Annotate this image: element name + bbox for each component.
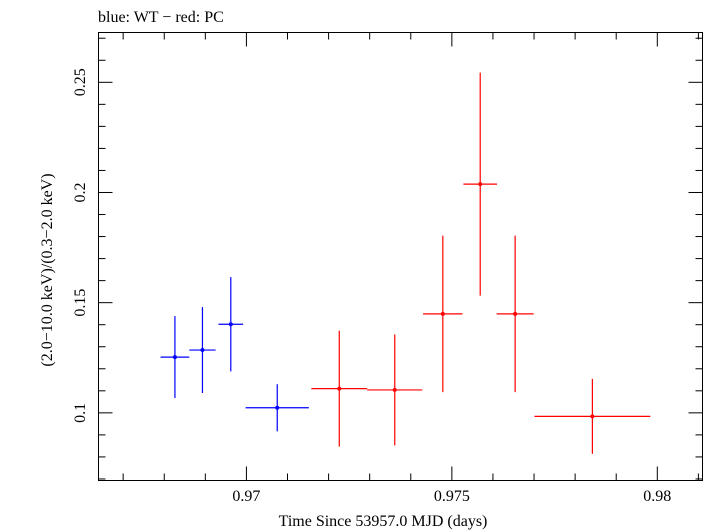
y-axis-label: (2.0−10.0 keV)/(0.3−2.0 keV) (39, 173, 56, 366)
plot-frame (98, 32, 703, 481)
axis-tick-labels: 0.97 0.975 0.98 0.1 0.15 0.2 0.25 (72, 68, 671, 505)
series-pc (311, 72, 651, 454)
data-point (367, 334, 423, 446)
x-tick-label: 0.975 (434, 488, 470, 505)
data-point (496, 235, 534, 393)
chart-title: blue: WT − red: PC (98, 9, 224, 26)
point-marker (172, 355, 177, 360)
point-marker (337, 386, 342, 391)
data-point (423, 235, 463, 393)
point-marker (590, 414, 595, 419)
point-marker (392, 387, 397, 392)
data-point (534, 378, 651, 454)
data-point (311, 330, 368, 447)
point-marker (200, 348, 205, 353)
point-marker (228, 322, 233, 327)
y-tick-label: 0.1 (72, 403, 89, 423)
point-marker (275, 405, 280, 410)
data-point (160, 316, 190, 399)
y-tick-label: 0.2 (72, 182, 89, 202)
y-tick-label: 0.15 (72, 289, 89, 317)
data-point (189, 307, 216, 394)
point-marker (478, 182, 483, 187)
data-series (160, 72, 651, 454)
point-marker (440, 311, 445, 316)
data-point (463, 72, 498, 296)
x-tick-label: 0.97 (232, 488, 260, 505)
y-tick-label: 0.25 (72, 68, 89, 96)
series-wt (160, 277, 309, 432)
data-point (245, 384, 309, 432)
data-point (218, 277, 244, 372)
x-tick-label: 0.98 (643, 488, 671, 505)
point-marker (513, 311, 518, 316)
axis-ticks (98, 32, 703, 481)
x-axis-label: Time Since 53957.0 MJD (days) (279, 513, 488, 530)
